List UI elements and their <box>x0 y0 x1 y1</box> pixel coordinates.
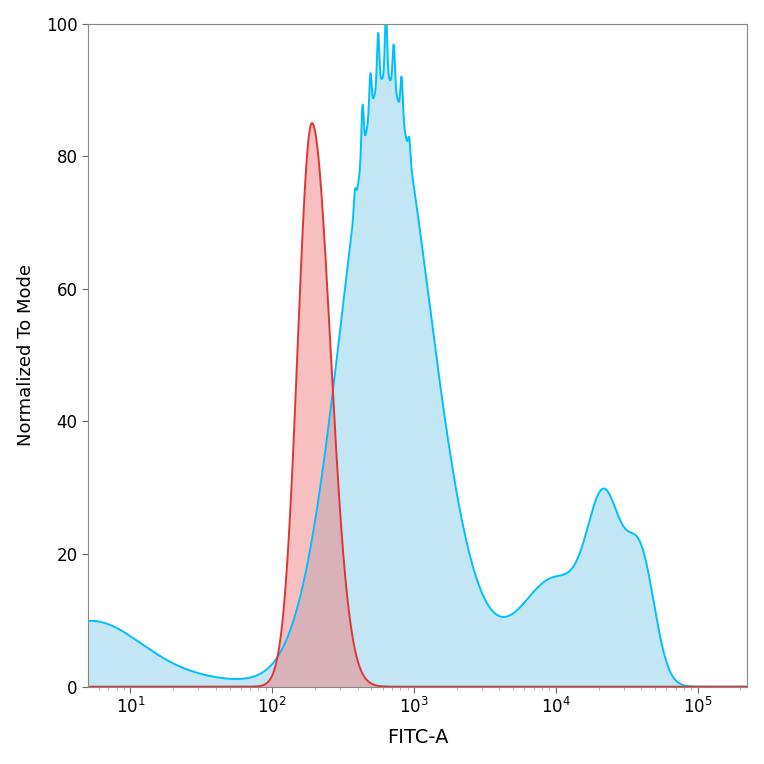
Y-axis label: Normalized To Mode: Normalized To Mode <box>17 264 34 446</box>
X-axis label: FITC-A: FITC-A <box>387 728 448 747</box>
